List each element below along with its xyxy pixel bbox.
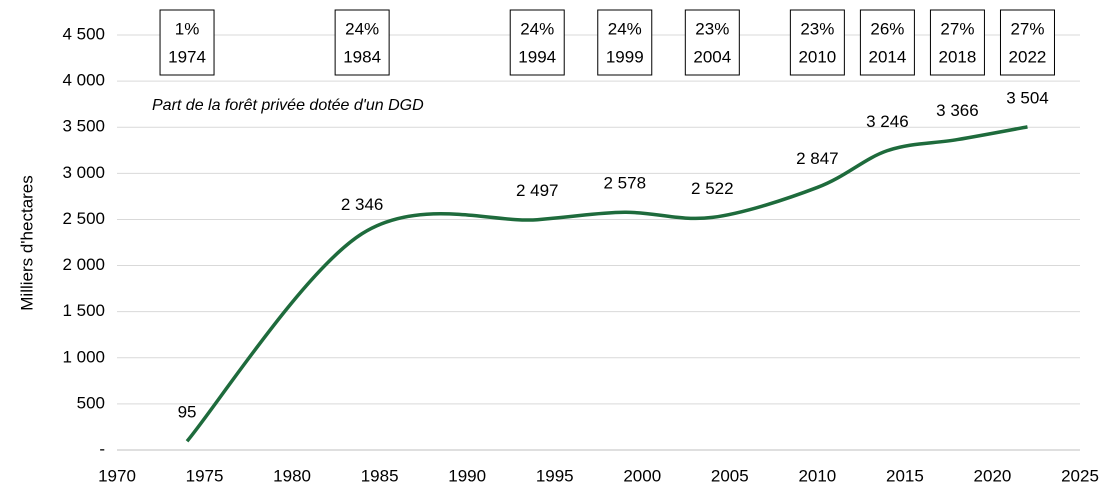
x-tick-label: 1995 <box>536 466 574 485</box>
x-tick-label: 2015 <box>886 466 924 485</box>
annotation-box <box>597 9 653 76</box>
box-year: 2018 <box>939 47 977 66</box>
x-tick-label: 1990 <box>448 466 486 485</box>
data-label: 2 497 <box>516 181 559 200</box>
box-year: 1974 <box>168 47 206 66</box>
box-year: 2022 <box>1009 47 1047 66</box>
box-share: 23% <box>695 19 729 38</box>
annotation-box <box>334 9 390 76</box>
box-share: 1% <box>175 19 200 38</box>
annotation: Part de la forêt privée dotée d'un DGD <box>152 97 424 114</box>
data-label: 2 578 <box>603 174 646 193</box>
y-tick-label: 2 000 <box>62 255 105 274</box>
x-tick-label: 1975 <box>186 466 224 485</box>
x-tick-label: 2005 <box>711 466 749 485</box>
x-tick-label: 1980 <box>273 466 311 485</box>
data-label: 3 366 <box>936 101 979 120</box>
x-tick-label: 2025 <box>1061 466 1099 485</box>
box-share: 27% <box>1010 19 1044 38</box>
data-label: 3 504 <box>1006 88 1049 107</box>
box-year: 2010 <box>798 47 836 66</box>
box-share: 27% <box>940 19 974 38</box>
y-tick-label: 3 500 <box>62 117 105 136</box>
data-label: 95 <box>178 403 197 422</box>
x-tick-label: 2000 <box>623 466 661 485</box>
y-axis-label: Milliers d'hectares <box>17 175 36 311</box>
box-year: 1984 <box>343 47 381 66</box>
y-tick-label: - <box>99 439 105 458</box>
annotation-box <box>509 9 565 76</box>
x-tick-label: 1985 <box>361 466 399 485</box>
annotation-box <box>929 9 985 76</box>
annotation-box <box>859 9 915 76</box>
data-label: 2 847 <box>796 149 839 168</box>
y-tick-label: 4 500 <box>62 24 105 43</box>
data-label: 2 522 <box>691 179 734 198</box>
data-label: 3 246 <box>866 112 909 131</box>
box-year: 1999 <box>606 47 644 66</box>
x-tick-label: 2020 <box>974 466 1012 485</box>
box-share: 24% <box>520 19 554 38</box>
annotation-box <box>684 9 740 76</box>
box-share: 23% <box>800 19 834 38</box>
box-year: 2004 <box>693 47 731 66</box>
y-tick-label: 1 500 <box>62 301 105 320</box>
x-tick-label: 1970 <box>98 466 136 485</box>
box-share: 26% <box>870 19 904 38</box>
annotation-box <box>159 9 215 76</box>
y-tick-label: 500 <box>77 393 105 412</box>
annotation-box <box>789 9 845 76</box>
y-tick-label: 3 000 <box>62 163 105 182</box>
box-year: 2014 <box>868 47 906 66</box>
data-label: 2 346 <box>341 195 384 214</box>
series-line <box>185 125 1028 443</box>
annotation-box <box>999 9 1055 76</box>
y-tick-label: 4 000 <box>62 71 105 90</box>
box-share: 24% <box>608 19 642 38</box>
box-year: 1994 <box>518 47 556 66</box>
y-tick-label: 2 500 <box>62 209 105 228</box>
x-tick-label: 2010 <box>798 466 836 485</box>
box-share: 24% <box>345 19 379 38</box>
y-tick-label: 1 000 <box>62 347 105 366</box>
